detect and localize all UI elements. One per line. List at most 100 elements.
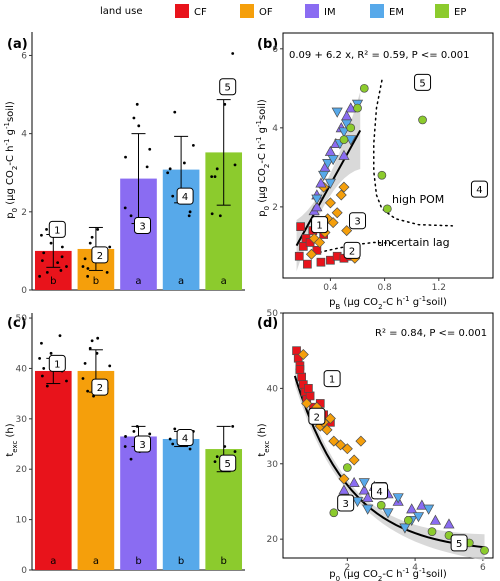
data-point bbox=[233, 163, 237, 167]
legend-swatch-cf bbox=[175, 4, 189, 18]
data-point bbox=[38, 356, 42, 360]
data-point bbox=[223, 445, 227, 448]
annotation-high-pom: high POM bbox=[392, 193, 444, 206]
data-point bbox=[60, 255, 64, 259]
group-letter-em: a bbox=[178, 276, 184, 287]
x-axis-label: p0 (μg CO2-C h-1 g-1soil) bbox=[329, 567, 447, 581]
point-label-5-box bbox=[414, 73, 432, 91]
group-letter-cf: a bbox=[50, 556, 56, 567]
fit-line bbox=[295, 129, 362, 247]
data-point bbox=[40, 233, 43, 237]
data-point bbox=[49, 241, 53, 245]
point-label-1-box bbox=[311, 216, 329, 234]
point-em bbox=[324, 178, 337, 189]
point-label-1: 1 bbox=[316, 221, 322, 232]
data-point bbox=[105, 271, 109, 274]
data-point bbox=[40, 259, 44, 263]
point-label-2: 2 bbox=[349, 246, 355, 257]
data-point bbox=[215, 167, 219, 171]
point-ep bbox=[329, 508, 339, 518]
bar-label-3: 3 bbox=[139, 222, 145, 233]
point-label-3: 3 bbox=[342, 499, 348, 510]
bar-label-3-box bbox=[134, 435, 151, 453]
data-point bbox=[49, 351, 53, 355]
data-point bbox=[188, 447, 192, 451]
point-ep bbox=[353, 103, 362, 113]
point-cf bbox=[295, 365, 305, 374]
point-em bbox=[423, 504, 435, 515]
point-label-4: 4 bbox=[476, 185, 482, 196]
data-point bbox=[81, 265, 85, 268]
data-point bbox=[88, 241, 92, 245]
bar-label-5-box bbox=[219, 454, 237, 472]
data-point bbox=[231, 424, 235, 428]
point-of bbox=[341, 225, 353, 237]
y-tick-label: 6 bbox=[272, 45, 278, 55]
point-em bbox=[331, 107, 343, 118]
point-of bbox=[338, 473, 350, 485]
data-point bbox=[123, 445, 127, 448]
group-letter-cf: b bbox=[50, 276, 56, 287]
y-tick-label: 40 bbox=[16, 364, 28, 374]
y-axis-label: p0 (μg CO2-C h-1 g-1soil) bbox=[3, 101, 19, 219]
legend-label-cf: CF bbox=[194, 7, 207, 18]
data-point bbox=[96, 336, 100, 340]
bar-label-4: 4 bbox=[182, 433, 188, 444]
group-letter-im: a bbox=[135, 276, 141, 287]
point-of bbox=[328, 435, 340, 447]
y-tick-label: 4 bbox=[21, 130, 27, 140]
data-point bbox=[132, 430, 136, 433]
legend-swatch-ep bbox=[435, 4, 449, 18]
y-tick-label: 20 bbox=[16, 465, 28, 475]
data-point bbox=[188, 210, 192, 214]
point-em bbox=[322, 159, 334, 170]
point-of bbox=[324, 413, 336, 425]
point-label-2: 2 bbox=[314, 412, 320, 423]
bar-label-4-box bbox=[176, 187, 194, 205]
point-of bbox=[321, 424, 333, 436]
point-label-1: 1 bbox=[329, 375, 335, 386]
bar-label-1: 1 bbox=[54, 359, 60, 370]
data-point bbox=[42, 251, 46, 255]
point-label-2-box bbox=[343, 241, 361, 259]
data-point bbox=[135, 424, 139, 428]
data-point bbox=[173, 110, 177, 114]
legend-swatch-of bbox=[240, 4, 254, 18]
data-point bbox=[38, 274, 42, 278]
point-im bbox=[315, 177, 327, 188]
group-letter-ep: a bbox=[221, 276, 227, 287]
point-cf bbox=[303, 259, 312, 269]
data-point bbox=[40, 374, 44, 378]
data-point bbox=[42, 367, 46, 370]
point-ep bbox=[343, 463, 352, 472]
group-letter-of: a bbox=[93, 556, 99, 567]
x-tick-label: 2 bbox=[344, 563, 350, 573]
point-im bbox=[429, 514, 442, 525]
point-ep bbox=[403, 515, 413, 525]
group-letter-ep: b bbox=[221, 556, 227, 567]
panel-label-c: (c) bbox=[7, 316, 27, 331]
point-of bbox=[341, 443, 353, 455]
data-point bbox=[132, 116, 136, 120]
point-ep bbox=[376, 500, 386, 510]
x-tick-label: 0.8 bbox=[377, 283, 392, 293]
y-tick-label: 0 bbox=[21, 286, 27, 296]
legend-swatch-em bbox=[370, 4, 384, 18]
data-point bbox=[213, 175, 217, 179]
point-im bbox=[338, 484, 350, 495]
point-em bbox=[392, 493, 404, 504]
legend-swatch-im bbox=[305, 4, 319, 18]
point-im bbox=[406, 503, 418, 514]
point-ep bbox=[359, 83, 369, 93]
data-point bbox=[145, 165, 149, 169]
data-point bbox=[166, 171, 170, 175]
point-label-3-box bbox=[349, 212, 367, 230]
data-point bbox=[168, 167, 172, 171]
data-point bbox=[40, 341, 43, 345]
fit-equation: 0.09 + 6.2 x, R² = 0.59, P <= 0.001 bbox=[289, 50, 469, 61]
point-label-3-box bbox=[337, 494, 355, 512]
point-label-5-box bbox=[450, 534, 468, 552]
bar-label-2-box bbox=[91, 378, 109, 396]
bar-label-1: 1 bbox=[54, 225, 60, 236]
